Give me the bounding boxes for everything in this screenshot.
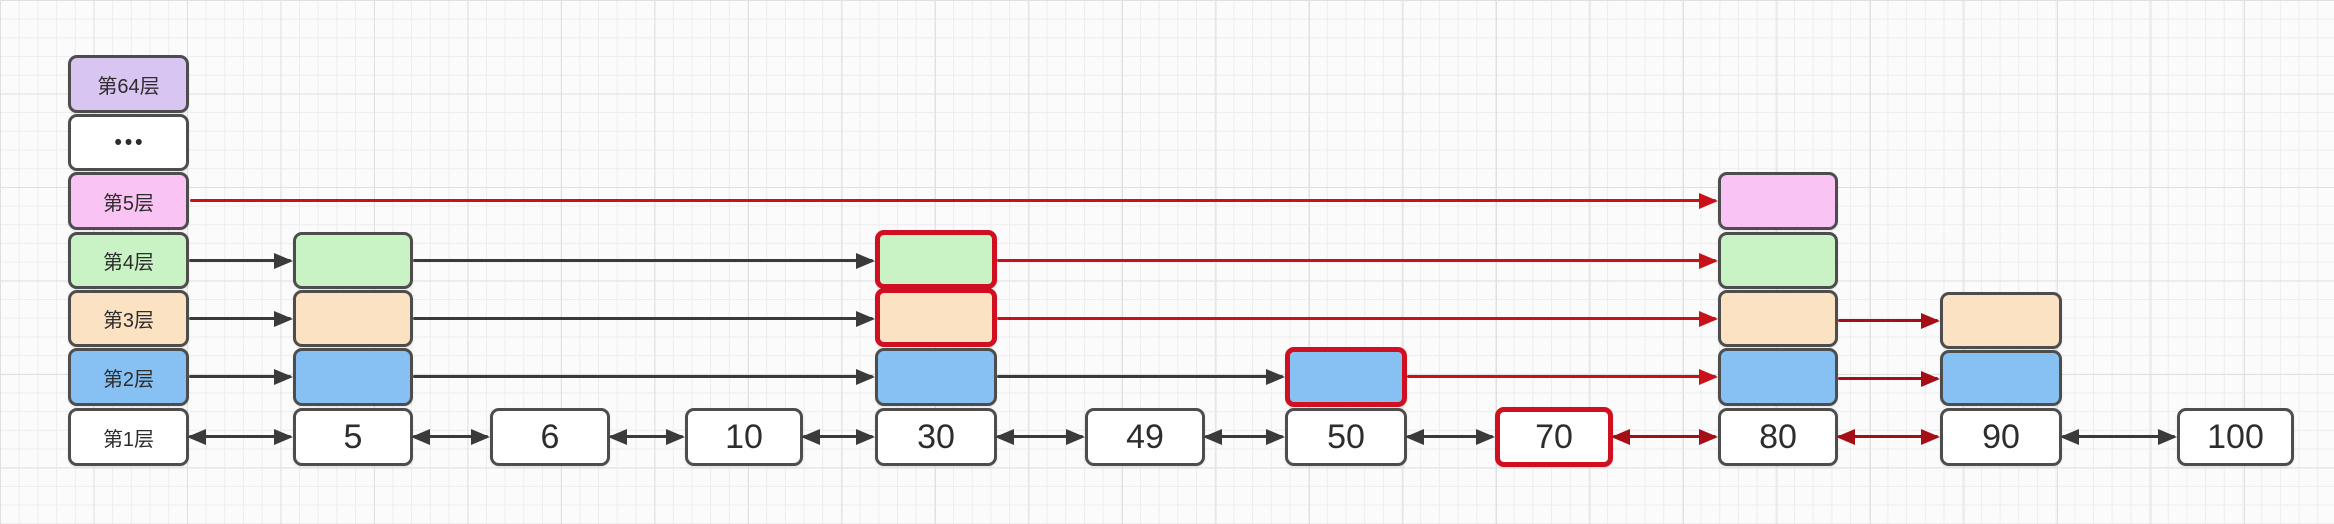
arrow-level1-10-30 — [803, 435, 873, 438]
node-30-value: 30 — [917, 417, 955, 456]
arrow-level2-80-to-90 — [1838, 377, 1938, 380]
arrow-level1-header-5 — [189, 435, 291, 438]
header-cell-level2-label: 第2层 — [102, 368, 155, 391]
node-90-level2 — [1940, 350, 2062, 406]
arrow-level5-header-to-80 — [190, 199, 1716, 202]
node-70-level1-highlighted: 70 — [1495, 407, 1613, 467]
arrow-level3-header-to-5 — [189, 317, 291, 320]
header-cell-ellipsis: ••• — [68, 114, 189, 171]
arrow-level1-30-49 — [997, 435, 1083, 438]
node-5-level3 — [293, 290, 413, 347]
node-6-value: 6 — [540, 417, 560, 456]
header-cell-level5-label: 第5层 — [102, 192, 155, 215]
node-49-level1: 49 — [1085, 408, 1205, 466]
node-50-value: 50 — [1327, 417, 1365, 456]
arrow-level3-5-to-30 — [413, 317, 873, 320]
arrow-level1-5-6 — [413, 435, 488, 438]
node-80-value: 80 — [1759, 417, 1797, 456]
node-80-level2 — [1718, 348, 1838, 406]
node-10-value: 10 — [725, 417, 763, 456]
arrow-level2-30-to-50 — [997, 375, 1283, 378]
ellipsis-dots-icon: ••• — [114, 130, 146, 154]
arrow-level3-80-to-90 — [1838, 319, 1938, 322]
header-cell-level1: 第1层 — [68, 408, 189, 466]
node-70-value: 70 — [1535, 417, 1573, 456]
arrow-level4-5-to-30 — [413, 259, 873, 262]
node-80-level4 — [1718, 232, 1838, 289]
node-30-level1: 30 — [875, 408, 997, 466]
node-49-value: 49 — [1126, 417, 1164, 456]
node-10-level1: 10 — [685, 408, 803, 466]
arrow-level1-49-50 — [1205, 435, 1283, 438]
node-80-level1: 80 — [1718, 408, 1838, 466]
node-50-level1: 50 — [1285, 408, 1407, 466]
arrow-level2-5-to-30 — [413, 375, 873, 378]
arrow-level1-50-70 — [1407, 435, 1493, 438]
header-cell-level4-label: 第4层 — [102, 252, 155, 274]
arrow-level2-header-to-5 — [189, 375, 291, 378]
arrow-level4-30-to-80 — [997, 259, 1716, 262]
node-5-level1: 5 — [293, 408, 413, 466]
node-90-value: 90 — [1982, 417, 2020, 456]
header-cell-level2: 第2层 — [68, 348, 189, 406]
node-30-level3-highlighted — [875, 288, 997, 347]
node-50-level2-highlighted — [1285, 347, 1407, 407]
header-cell-level5: 第5层 — [68, 172, 189, 230]
arrow-level1-70-80 — [1613, 435, 1716, 438]
arrow-level1-6-10 — [610, 435, 683, 438]
node-6-level1: 6 — [490, 408, 610, 466]
node-100-value: 100 — [2207, 417, 2264, 456]
header-cell-level64-label: 第64层 — [97, 75, 160, 98]
node-30-level4-highlighted — [875, 230, 997, 289]
node-5-level2 — [293, 348, 413, 406]
node-80-level3 — [1718, 290, 1838, 347]
node-90-level3 — [1940, 292, 2062, 349]
header-cell-level64: 第64层 — [68, 55, 189, 113]
node-80-level5 — [1718, 172, 1838, 230]
arrow-level1-80-90 — [1838, 435, 1938, 438]
arrow-level4-header-to-5 — [189, 259, 291, 262]
header-cell-level4: 第4层 — [68, 232, 189, 289]
header-cell-level3: 第3层 — [68, 290, 189, 347]
node-5-value: 5 — [343, 417, 363, 456]
node-90-level1: 90 — [1940, 408, 2062, 466]
arrow-level2-50-to-80 — [1407, 375, 1716, 378]
node-5-level4 — [293, 232, 413, 289]
arrow-level3-30-to-80 — [997, 317, 1716, 320]
node-100-level1: 100 — [2177, 408, 2294, 466]
header-cell-level1-label: 第1层 — [102, 428, 155, 451]
arrow-level1-90-100 — [2062, 435, 2175, 438]
header-cell-level3-label: 第3层 — [102, 310, 155, 332]
node-30-level2 — [875, 348, 997, 406]
